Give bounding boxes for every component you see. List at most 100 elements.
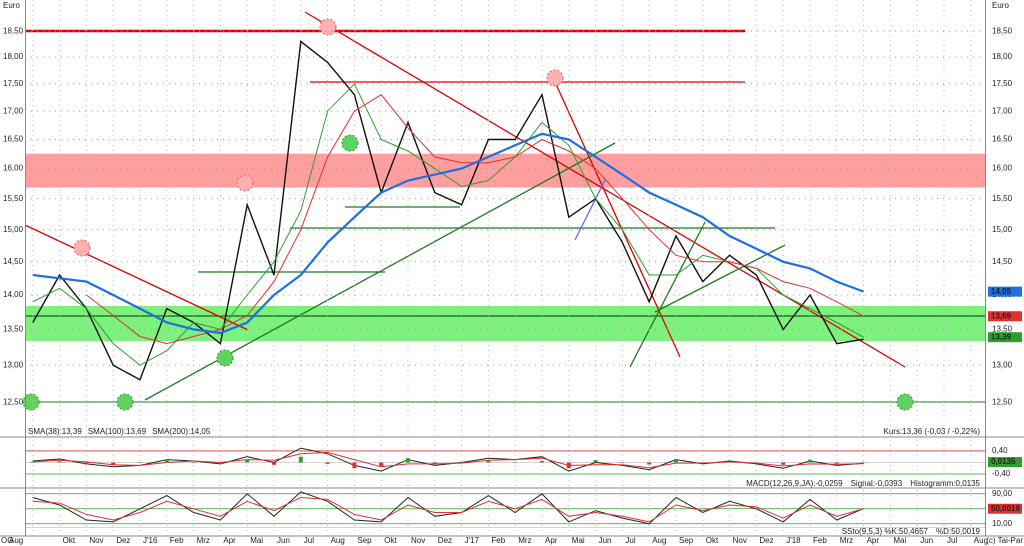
trend-line — [304, 11, 906, 368]
histogram-bar — [218, 462, 223, 464]
y-tick-label: 0,40 — [992, 446, 1008, 455]
x-tick-label: Apr — [867, 536, 880, 545]
histogram-bar — [379, 462, 384, 467]
histogram-bar — [674, 459, 678, 463]
y-tick-label: 14,50 — [3, 257, 24, 266]
signal-circle — [236, 174, 254, 192]
x-tick-label: Mai — [893, 536, 906, 545]
series-line — [32, 447, 864, 472]
y-tick-label: 17,50 — [3, 79, 24, 88]
value-badge-label: 50,0019 — [991, 504, 1020, 513]
source: (c) Tai-Par — [986, 536, 1023, 545]
value-badge — [988, 311, 1022, 322]
value-badge-label: 13,39 — [991, 332, 1012, 341]
histogram-bar — [513, 462, 518, 463]
x-tick-label: Feb — [491, 536, 505, 545]
y-tick-label: -0,40 — [992, 469, 1011, 478]
y-tick-label: 17,50 — [992, 79, 1013, 88]
x-tick-label: Okt — [706, 536, 719, 545]
histogram-bar — [191, 462, 196, 463]
y-tick-label: 13,00 — [3, 360, 24, 369]
legend-entry: SSto(9,5,3) %K:50,4657 — [842, 527, 929, 536]
histogram-bar — [30, 461, 35, 463]
x-tick-label: J'17 — [465, 536, 480, 545]
value-badge — [988, 457, 1022, 468]
legend-entry: SMA(200):14,05 — [152, 427, 211, 436]
histogram-bar — [647, 462, 652, 465]
y-tick-label: 14,00 — [3, 290, 24, 299]
x-tick-label: Mai — [572, 536, 585, 545]
histogram-bar — [620, 462, 625, 464]
x-tick-label: Aug — [974, 536, 988, 545]
x-tick-label: Jul — [625, 536, 635, 545]
corner-label: OG — [1, 536, 13, 545]
y-tick-label: 12,50 — [992, 397, 1013, 406]
unit-label: Euro — [992, 1, 1009, 10]
x-tick-label: Nov — [733, 536, 747, 545]
histogram-bar — [486, 460, 491, 463]
histogram-bar — [727, 461, 732, 463]
y-tick-label: 13,50 — [3, 325, 24, 334]
value-badge-label: 0,0135 — [991, 457, 1016, 466]
histogram-bar — [138, 462, 142, 463]
y-tick-label: 15,00 — [992, 225, 1013, 234]
y-tick-label: 90,00 — [992, 489, 1013, 498]
value-badge — [988, 332, 1022, 343]
value-badge-label: 13,69 — [991, 311, 1012, 320]
signal-circle — [341, 134, 359, 152]
histogram-bar — [432, 462, 437, 464]
trend-line — [629, 221, 706, 368]
histogram-bar — [164, 459, 169, 463]
histogram-bar — [700, 462, 705, 464]
histogram-bar — [57, 461, 62, 463]
y-tick-label: 18,00 — [992, 52, 1013, 61]
signal-circle — [319, 18, 337, 36]
legend-entry: Histogramm:0,0135 — [910, 479, 980, 488]
x-tick-label: Okt — [384, 536, 397, 545]
x-tick-label: Aug — [331, 536, 345, 545]
histogram-bar — [272, 462, 276, 465]
x-tick-label: Jul — [947, 536, 957, 545]
x-tick-label: Jul — [304, 536, 314, 545]
y-tick-label: 13,00 — [992, 360, 1013, 369]
series-line — [32, 82, 864, 366]
y-tick-label: 14,50 — [992, 257, 1013, 266]
x-tick-label: J'18 — [786, 536, 801, 545]
x-tick-label: Aug — [652, 536, 666, 545]
x-tick-label: Mrz — [518, 536, 531, 545]
series-line — [32, 132, 864, 335]
x-tick-label: Nov — [89, 536, 103, 545]
histogram-bar — [325, 462, 330, 464]
series-line — [32, 40, 864, 381]
histogram-bar — [245, 459, 250, 463]
legend-entry: MACD(12,26,9,JA):-0,0259 — [746, 479, 843, 488]
y-tick-label: 10,00 — [992, 519, 1013, 528]
x-tick-label: Sep — [679, 536, 694, 545]
histogram-bar — [352, 462, 357, 469]
signal-circle — [73, 239, 91, 257]
histogram-bar — [834, 462, 839, 464]
y-tick-label: 17,00 — [992, 106, 1013, 115]
histogram-bar — [298, 456, 303, 463]
histogram-bar — [84, 462, 89, 465]
unit-label: Euro — [3, 1, 20, 10]
x-tick-label: Mai — [250, 536, 263, 545]
y-tick-label: 15,50 — [3, 194, 24, 203]
y-tick-label: 16,50 — [992, 135, 1013, 144]
x-tick-label: Apr — [223, 536, 236, 545]
histogram-bar — [566, 462, 571, 469]
histogram-bar — [111, 462, 116, 465]
signal-circle — [116, 393, 134, 411]
x-tick-label: Mrz — [840, 536, 853, 545]
legend-entry: %D:50,0019 — [936, 527, 981, 536]
annotation: Kurs:13,36 (-0,03 / -0,22%) — [884, 427, 981, 436]
y-tick-label: 18,50 — [992, 26, 1013, 35]
value-badge — [988, 503, 1022, 514]
x-tick-label: Jun — [599, 536, 612, 545]
x-tick-label: Feb — [813, 536, 827, 545]
x-tick-label: Dez — [438, 536, 452, 545]
histogram-bar — [540, 461, 544, 463]
y-tick-label: 12,50 — [3, 397, 24, 406]
x-tick-label: Mrz — [197, 536, 210, 545]
